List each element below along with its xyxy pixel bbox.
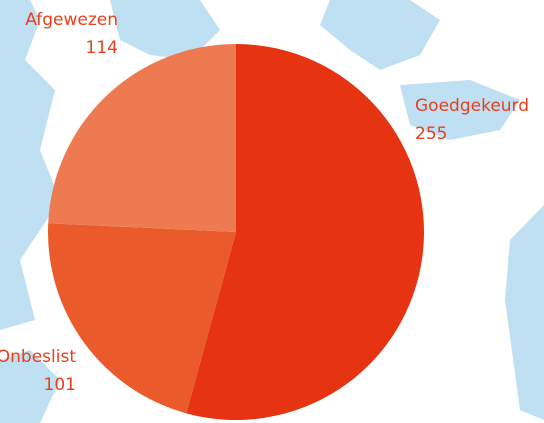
map-shape bbox=[320, 0, 440, 70]
pie-slice bbox=[48, 44, 236, 232]
slice-value: 255 bbox=[415, 124, 447, 144]
slice-value: 114 bbox=[86, 38, 118, 58]
map-shape bbox=[0, 0, 60, 330]
slice-value: 101 bbox=[44, 375, 76, 395]
slice-label: Onbeslist bbox=[0, 347, 76, 367]
page: Goedgekeurd255Onbeslist101Afgewezen114 (… bbox=[0, 0, 544, 423]
slice-label: Goedgekeurd bbox=[415, 96, 529, 116]
map-shape bbox=[505, 205, 544, 420]
slice-label: Afgewezen bbox=[25, 10, 118, 30]
chart: Goedgekeurd 255 Onbeslist 101 Afgewezen 114 bbox=[0, 0, 544, 423]
